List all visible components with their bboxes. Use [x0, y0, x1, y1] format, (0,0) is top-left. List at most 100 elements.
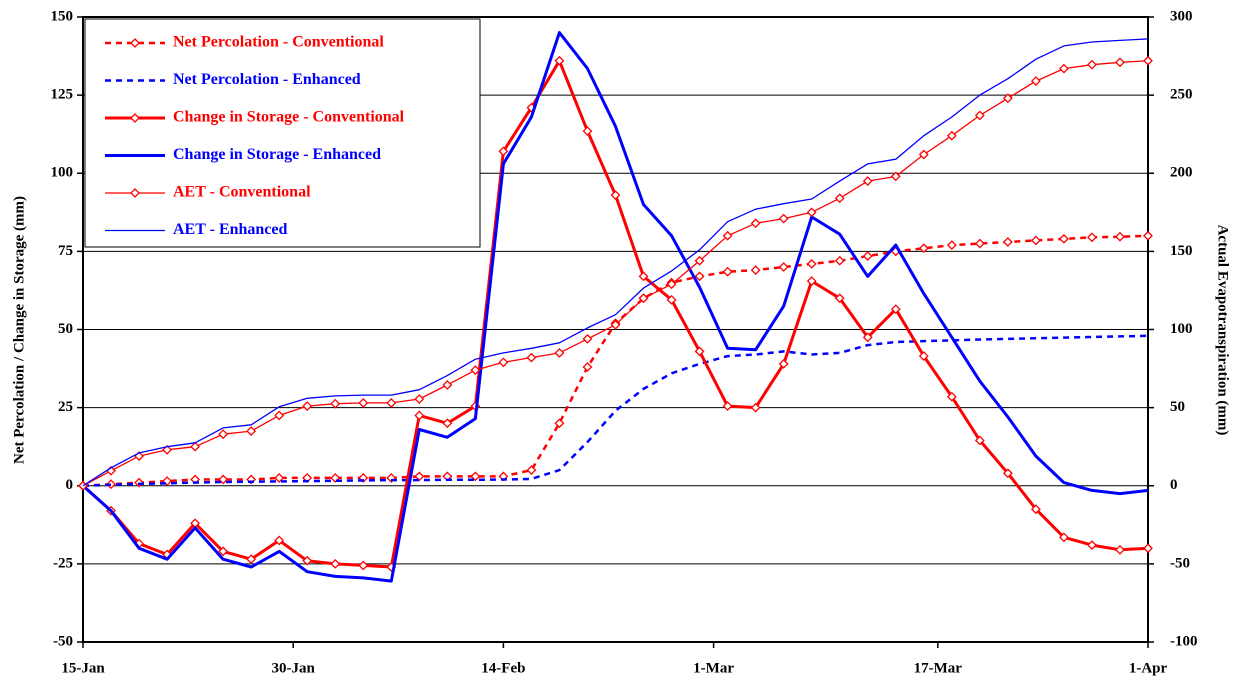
point-marker [918, 243, 929, 254]
point-marker [218, 429, 229, 440]
point-marker [890, 304, 901, 315]
point-marker [1087, 540, 1097, 551]
point-marker [722, 401, 733, 411]
point-marker [666, 279, 677, 290]
x-tick-label: 30-Jan [272, 660, 316, 676]
y2-tick-label: 50 [1170, 399, 1185, 415]
point-marker [890, 171, 901, 182]
point-marker [750, 402, 761, 413]
point-marker [386, 473, 397, 483]
legend-marker [130, 113, 140, 123]
point-marker [750, 265, 761, 276]
point-marker [414, 394, 425, 404]
legend-label: Change in Storage - Enhanced [173, 146, 381, 163]
legend-label: AET - Conventional [173, 184, 311, 201]
plot-frame [82, 16, 1149, 643]
point-marker [1059, 233, 1069, 244]
point-marker [554, 418, 565, 429]
point-marker [582, 126, 593, 136]
point-marker [470, 365, 481, 376]
y2-tick-label: -50 [1170, 555, 1190, 571]
point-marker [750, 218, 761, 229]
point-marker [1002, 93, 1013, 104]
point-marker [526, 352, 537, 363]
point-marker [1002, 237, 1013, 247]
legend-label: Net Percolation - Enhanced [173, 71, 361, 88]
point-marker [778, 358, 789, 369]
point-marker [974, 435, 985, 446]
point-marker [666, 294, 677, 305]
point-marker [694, 346, 705, 357]
point-marker [722, 230, 733, 241]
point-marker [274, 410, 285, 421]
y-tick-label: 0 [66, 477, 74, 493]
point-marker [302, 555, 313, 566]
point-marker [974, 110, 985, 121]
point-marker [582, 362, 593, 372]
point-marker [358, 473, 369, 483]
series-line [82, 334, 1149, 488]
point-marker [1143, 55, 1153, 66]
point-marker [946, 130, 957, 141]
point-marker [134, 477, 144, 488]
point-marker [442, 418, 453, 429]
y2-tick-label: 100 [1170, 321, 1193, 337]
legend-label: AET - Enhanced [173, 221, 288, 238]
point-marker [330, 473, 341, 483]
y-tick-label: 125 [51, 87, 74, 103]
point-marker [862, 332, 873, 343]
point-marker [554, 55, 565, 66]
x-tick-label: 1-Mar [693, 660, 734, 676]
point-marker [470, 471, 481, 482]
point-marker [302, 401, 313, 411]
point-marker [1115, 544, 1125, 555]
y-tick-label: -25 [53, 555, 73, 571]
point-marker [1059, 63, 1069, 74]
point-marker [946, 240, 957, 251]
y-tick-label: 75 [58, 243, 73, 259]
y2-tick-label: 200 [1170, 165, 1193, 181]
legend-label: Change in Storage - Conventional [173, 109, 405, 126]
point-marker [862, 251, 873, 261]
point-marker [638, 293, 649, 304]
point-marker [1143, 230, 1153, 241]
point-marker [386, 398, 397, 408]
point-marker [722, 266, 733, 277]
series-line [82, 31, 1149, 583]
point-marker [1143, 543, 1153, 554]
point-marker [246, 554, 257, 565]
point-marker [918, 149, 929, 160]
point-marker [862, 176, 873, 186]
x-tick-label: 1-Apr [1129, 660, 1168, 676]
point-marker [1030, 76, 1041, 86]
point-marker [694, 255, 705, 266]
point-marker [806, 258, 817, 269]
point-marker [1087, 59, 1097, 70]
point-marker [330, 558, 341, 569]
y2-tick-label: 0 [1170, 477, 1178, 493]
y-tick-label: 150 [51, 8, 74, 24]
point-marker [442, 380, 453, 390]
point-marker [834, 193, 845, 204]
y2-tick-label: 300 [1170, 8, 1193, 24]
legend-box [84, 18, 481, 248]
y-tick-label: 25 [58, 399, 73, 415]
y2-tick-label: 150 [1170, 243, 1193, 259]
y2-tick-label: -100 [1170, 633, 1198, 649]
point-marker [834, 255, 845, 266]
point-marker [218, 474, 229, 485]
point-marker [218, 546, 229, 557]
point-marker [610, 190, 621, 201]
point-marker [806, 276, 817, 286]
point-marker [554, 348, 565, 358]
point-marker [834, 293, 845, 304]
point-marker [974, 238, 985, 249]
point-marker [610, 319, 621, 330]
y-tick-label: -50 [53, 633, 73, 649]
point-marker [1030, 504, 1041, 515]
point-marker [246, 426, 257, 436]
legend-marker [130, 38, 140, 48]
point-marker [778, 213, 789, 224]
point-marker [918, 351, 929, 361]
point-marker [1115, 57, 1125, 68]
